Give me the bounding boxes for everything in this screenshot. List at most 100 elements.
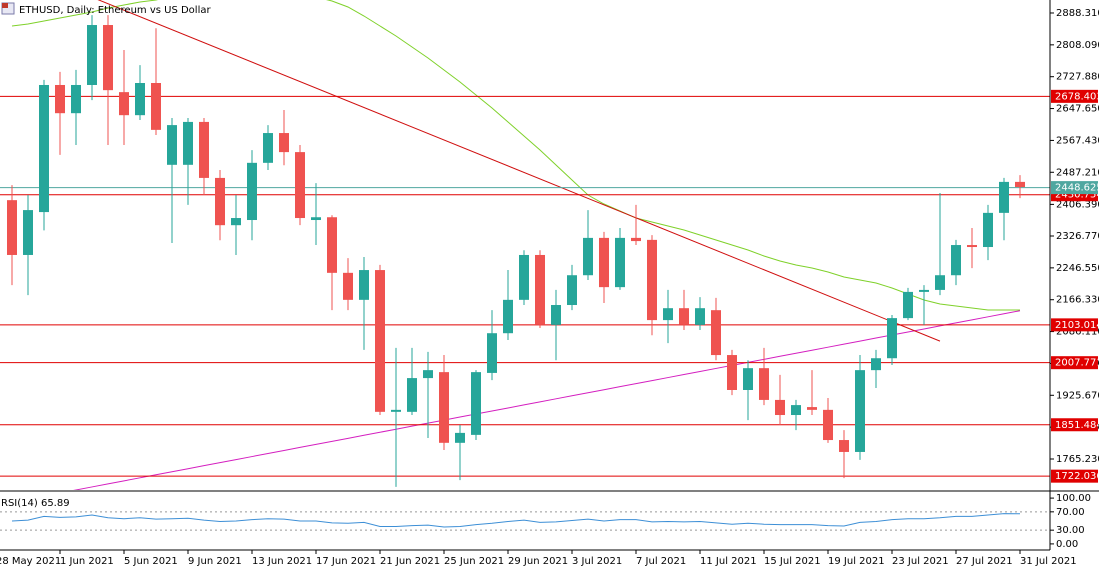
- x-tick-label: 7 Jul 2021: [636, 556, 686, 567]
- x-tick-label: 9 Jun 2021: [188, 556, 242, 567]
- candle-body: [663, 308, 673, 321]
- y-tick-label: 2166.330: [1056, 295, 1099, 306]
- level-label: 1722.036: [1055, 471, 1099, 482]
- candle-body: [247, 162, 257, 221]
- candle-body: [439, 372, 449, 443]
- candle-body: [647, 239, 657, 321]
- candle-body: [983, 212, 993, 248]
- chart-title: ETHUSD, Daily: Ethereum vs US Dollar: [19, 5, 211, 16]
- y-tick-label: 1765.230: [1056, 454, 1099, 465]
- candle-body: [279, 133, 289, 153]
- candle-body: [855, 370, 865, 452]
- candle-body: [39, 84, 49, 213]
- trendline: [97, 0, 941, 342]
- level-label: 1851.484: [1055, 420, 1099, 431]
- y-tick-label: 2246.550: [1056, 263, 1099, 274]
- candle-body: [743, 368, 753, 390]
- candle-body: [55, 84, 65, 114]
- y-tick-label: 2326.770: [1056, 231, 1099, 242]
- y-tick-label: 1925.670: [1056, 390, 1099, 401]
- level-label-box: [1051, 469, 1098, 483]
- x-tick-label: 5 Jun 2021: [124, 556, 178, 567]
- candle-body: [487, 333, 497, 373]
- candle-body: [871, 358, 881, 371]
- candle-body: [631, 237, 641, 242]
- candle-body: [583, 237, 593, 276]
- level-label: 2007.771: [1055, 358, 1099, 369]
- candle-body: [215, 177, 225, 226]
- candle-body: [375, 270, 385, 412]
- candle-body: [7, 200, 17, 255]
- candle-body: [615, 237, 625, 288]
- level-label-box: [1051, 89, 1098, 103]
- candle-body: [919, 289, 929, 292]
- rsi-label: RSI(14) 65.89: [1, 498, 70, 509]
- y-tick-label: 2567.430: [1056, 135, 1099, 146]
- candle-body: [599, 237, 609, 288]
- candle-body: [727, 355, 737, 390]
- x-tick-label: 13 Jun 2021: [252, 556, 312, 567]
- rsi-tick-label: 100.00: [1056, 493, 1091, 504]
- candle-body: [343, 272, 353, 300]
- current-price-box: [1051, 181, 1098, 195]
- candle-body: [951, 245, 961, 276]
- candle-body: [167, 125, 177, 165]
- level-label: 2430.754: [1055, 190, 1099, 201]
- candle-body: [695, 308, 705, 325]
- current-price-label: 2448.625: [1055, 183, 1099, 194]
- candle-body: [839, 440, 849, 452]
- y-tick-label: 2406.390: [1056, 199, 1099, 210]
- candle-body: [455, 432, 465, 443]
- price-pane: [0, 0, 1050, 490]
- candle-body: [503, 299, 513, 334]
- candle-body: [151, 83, 161, 130]
- x-tick-label: 11 Jul 2021: [700, 556, 757, 567]
- axes: 2888.310 2808.090 2727.880 2647.650 2567.430…: [0, 8, 1099, 567]
- x-tick-label: 23 Jul 2021: [892, 556, 949, 567]
- rsi-line: [11, 513, 1021, 528]
- y-tick-label: 2727.880: [1056, 72, 1099, 83]
- candle-body: [327, 217, 337, 273]
- candle-body: [103, 25, 113, 91]
- x-tick-label: 19 Jul 2021: [828, 556, 885, 567]
- candle-body: [535, 254, 545, 325]
- x-tick-label: 28 May 2021: [0, 556, 61, 567]
- candle-body: [551, 305, 561, 325]
- candle-body: [567, 275, 577, 306]
- candle-body: [1015, 181, 1025, 188]
- level-label-box: [1051, 356, 1098, 370]
- y-tick-label: 2487.210: [1056, 167, 1099, 178]
- x-tick-label: 21 Jun 2021: [380, 556, 440, 567]
- y-tick-label: 2888.310: [1056, 8, 1099, 19]
- x-tick-label: 31 Jul 2021: [1020, 556, 1077, 567]
- candle-body: [711, 310, 721, 356]
- x-tick-label: 17 Jun 2021: [316, 556, 376, 567]
- rsi-tick-label: 30.00: [1056, 525, 1085, 536]
- candle-body: [775, 399, 785, 416]
- candle-body: [295, 152, 305, 219]
- candle-body: [231, 218, 241, 226]
- x-tick-label: 27 Jul 2021: [956, 556, 1013, 567]
- rsi-pane: [0, 511, 1050, 531]
- rsi-tick-label: 70.00: [1056, 507, 1085, 518]
- candle-body: [471, 372, 481, 435]
- y-tick-label: 2647.650: [1056, 104, 1099, 115]
- candle-body: [359, 270, 369, 300]
- candle-body: [407, 378, 417, 412]
- candle-body: [903, 291, 913, 319]
- candle-body: [519, 254, 529, 300]
- candle-body: [887, 318, 897, 359]
- x-tick-label: 15 Jul 2021: [764, 556, 821, 567]
- candle-body: [183, 121, 193, 165]
- candle-body: [119, 92, 129, 116]
- candle-body: [311, 217, 321, 221]
- y-tick-label: 2086.110: [1056, 327, 1099, 338]
- rsi-tick-label: 0.00: [1056, 539, 1078, 550]
- x-tick-label: 29 Jun 2021: [508, 556, 568, 567]
- x-tick-label: 25 Jun 2021: [444, 556, 504, 567]
- candle-body: [999, 181, 1009, 213]
- candle-body: [759, 368, 769, 400]
- candle-body: [199, 121, 209, 178]
